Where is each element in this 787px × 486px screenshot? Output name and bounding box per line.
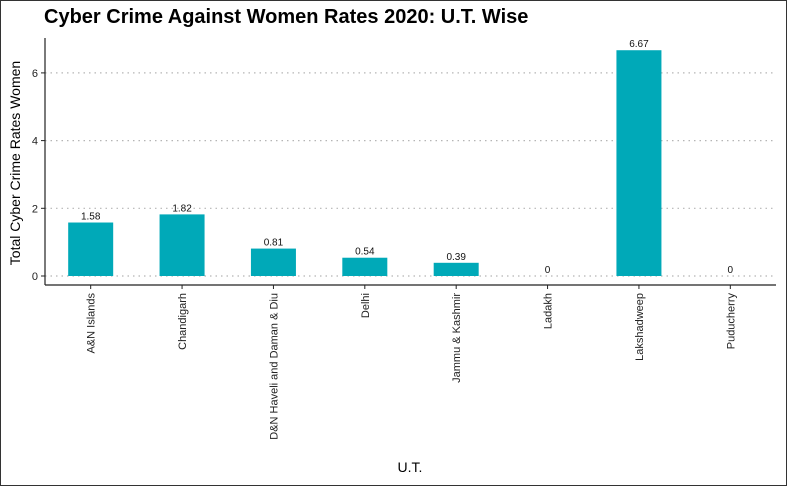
gridlines <box>45 72 776 277</box>
data-label: 0.81 <box>264 238 284 249</box>
data-label: 0 <box>545 265 551 276</box>
data-label: 1.58 <box>81 212 101 223</box>
chart-title: Cyber Crime Against Women Rates 2020: U.… <box>44 6 529 28</box>
data-label: 0 <box>728 265 734 276</box>
axes: 0 2 4 6 A&N Islands Chandigarh D&N Haveli and … <box>32 38 776 440</box>
data-label: 0.54 <box>355 247 375 258</box>
bar <box>342 257 388 276</box>
bars: 1.58 1.82 0.81 0.54 0.39 0 6.67 0 <box>68 39 734 276</box>
data-label: 1.82 <box>172 203 192 214</box>
x-tick-label: Lakshadweep <box>634 293 646 361</box>
x-tick-label: Ladakh <box>543 293 555 329</box>
x-tick-label: A&N Islands <box>86 293 98 354</box>
data-label: 0.39 <box>446 252 466 263</box>
bar <box>616 50 662 276</box>
bar <box>433 262 479 276</box>
x-tick-label: Jammu & Kashmir <box>451 293 463 383</box>
data-label: 6.67 <box>629 39 649 50</box>
bar <box>250 248 296 276</box>
bar <box>159 214 205 276</box>
bar <box>68 222 114 276</box>
y-tick-label: 6 <box>32 68 38 80</box>
x-tick-label: D&N Haveli and Daman & Diu <box>268 293 280 440</box>
y-axis-title: Total Cyber Crime Rates Women <box>7 61 23 265</box>
x-axis-title: U.T. <box>398 459 423 475</box>
y-tick-label: 4 <box>32 136 38 148</box>
y-tick-label: 0 <box>32 271 38 283</box>
y-tick-label: 2 <box>32 203 38 215</box>
x-tick-label: Puducherry <box>725 293 737 350</box>
x-tick-label: Delhi <box>360 293 372 318</box>
x-tick-label: Chandigarh <box>177 293 189 350</box>
